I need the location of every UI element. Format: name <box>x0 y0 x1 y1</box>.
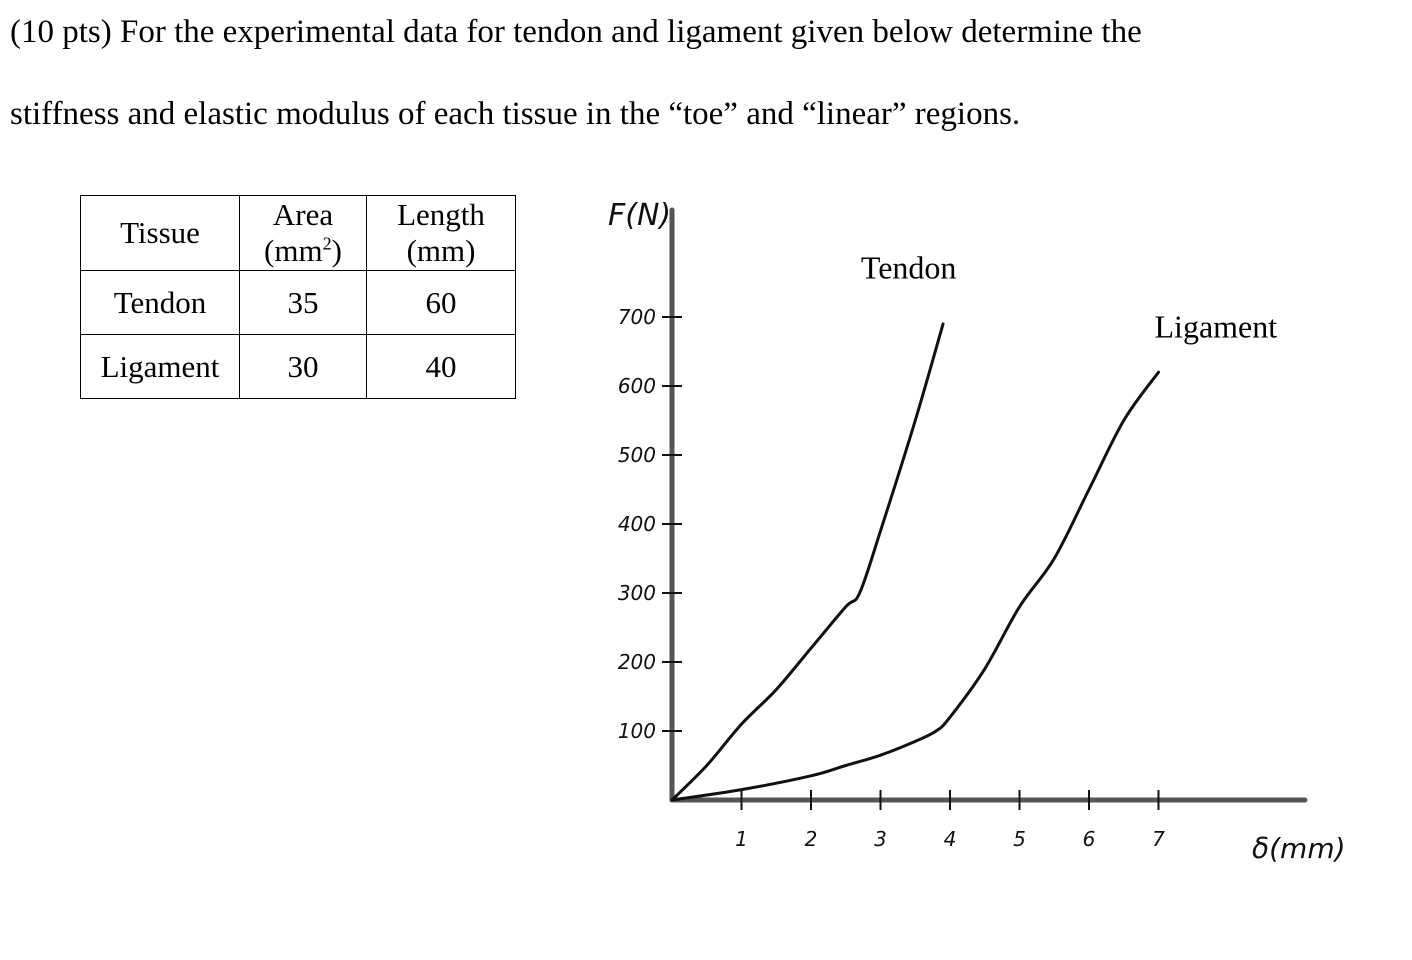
header-tissue: Tissue <box>80 195 240 271</box>
y-axis-label: F(N) <box>608 198 671 233</box>
header-tissue-label: Tissue <box>120 215 200 250</box>
header-area-label: Area <box>272 197 334 232</box>
y-tick-label: 600 <box>618 374 656 398</box>
table-header-row: Tissue Area (mm2) Length (mm) <box>80 195 516 271</box>
x-tick-label: 6 <box>1083 827 1096 851</box>
y-tick-label: 700 <box>618 305 656 329</box>
header-area-unit: (mm2) <box>264 233 342 268</box>
y-tick-label: 100 <box>618 719 656 743</box>
header-length-label: Length <box>397 197 485 232</box>
header-length-unit: (mm) <box>406 233 476 268</box>
x-tick-label: 3 <box>874 827 887 851</box>
y-tick-label: 200 <box>618 650 656 674</box>
cell-tissue: Ligament <box>80 334 240 399</box>
cell-area: 30 <box>239 334 367 399</box>
problem-statement-line-2: stiffness and elastic modulus of each ti… <box>10 96 1021 132</box>
header-area: Area (mm2) <box>239 195 367 271</box>
curve-annotation-tendon: Tendon <box>861 250 957 286</box>
ligament-curve <box>670 370 1160 802</box>
curve-annotation-ligament: Ligament <box>1155 308 1278 344</box>
x-tick-label: 5 <box>1013 827 1026 851</box>
x-axis-label: δ(mm) <box>1252 832 1346 865</box>
x-tick-label: 2 <box>805 827 818 851</box>
y-tick-label: 400 <box>618 512 656 536</box>
cell-tissue: Tendon <box>80 270 240 335</box>
problem-statement-line-1: (10 pts) For the experimental data for t… <box>10 14 1142 50</box>
table-row: Ligament 30 40 <box>80 334 516 399</box>
force-deformation-chart: 100 200 300 400 500 600 700 1 2 3 4 5 6 7 F(N) δ(mm) Ten… <box>608 198 1346 865</box>
cell-length: 60 <box>366 270 516 335</box>
x-tick-label: 1 <box>735 827 748 851</box>
tendon-curve <box>670 322 945 802</box>
table-row: Tendon 35 60 <box>80 270 516 335</box>
tissue-data-table: Tissue Area (mm2) Length (mm) Tendon 35 … <box>80 195 516 399</box>
x-tick-label: 4 <box>944 827 957 851</box>
y-tick-label: 300 <box>618 581 656 605</box>
cell-area: 35 <box>239 270 367 335</box>
y-tick-label: 500 <box>618 443 656 467</box>
header-length: Length (mm) <box>366 195 516 271</box>
x-tick-label: 7 <box>1152 827 1165 851</box>
cell-length: 40 <box>366 334 516 399</box>
